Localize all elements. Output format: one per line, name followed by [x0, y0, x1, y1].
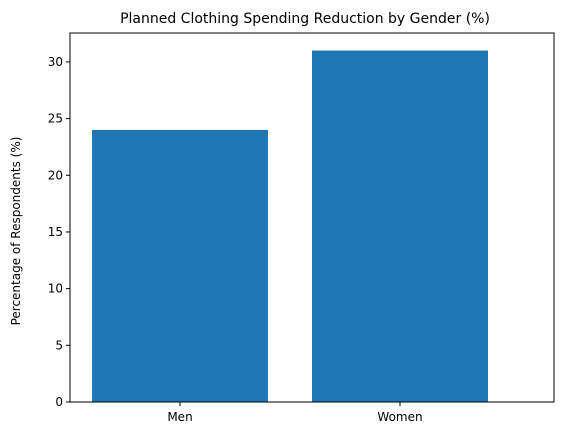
bars-layer [92, 50, 488, 402]
y-tick-label: 0 [55, 395, 63, 409]
y-tick-label: 15 [48, 225, 63, 239]
x-tick-label: Women [377, 410, 422, 424]
x-ticks: Men Women [167, 402, 423, 424]
bar-women [312, 50, 488, 402]
bar-men [92, 129, 268, 402]
plot-frame [69, 32, 555, 403]
y-tick-label: 20 [48, 168, 63, 182]
y-tick-label: 5 [55, 338, 63, 352]
chart-title: Planned Clothing Spending Reduction by G… [120, 11, 490, 27]
y-tick-label: 30 [48, 55, 63, 69]
y-tick-label: 10 [48, 282, 63, 296]
x-tick-label: Men [167, 410, 192, 424]
y-axis-label: Percentage of Respondents (%) [9, 137, 23, 326]
y-ticks: 0 5 10 15 20 25 30 [48, 55, 70, 409]
y-tick-label: 25 [48, 112, 63, 126]
